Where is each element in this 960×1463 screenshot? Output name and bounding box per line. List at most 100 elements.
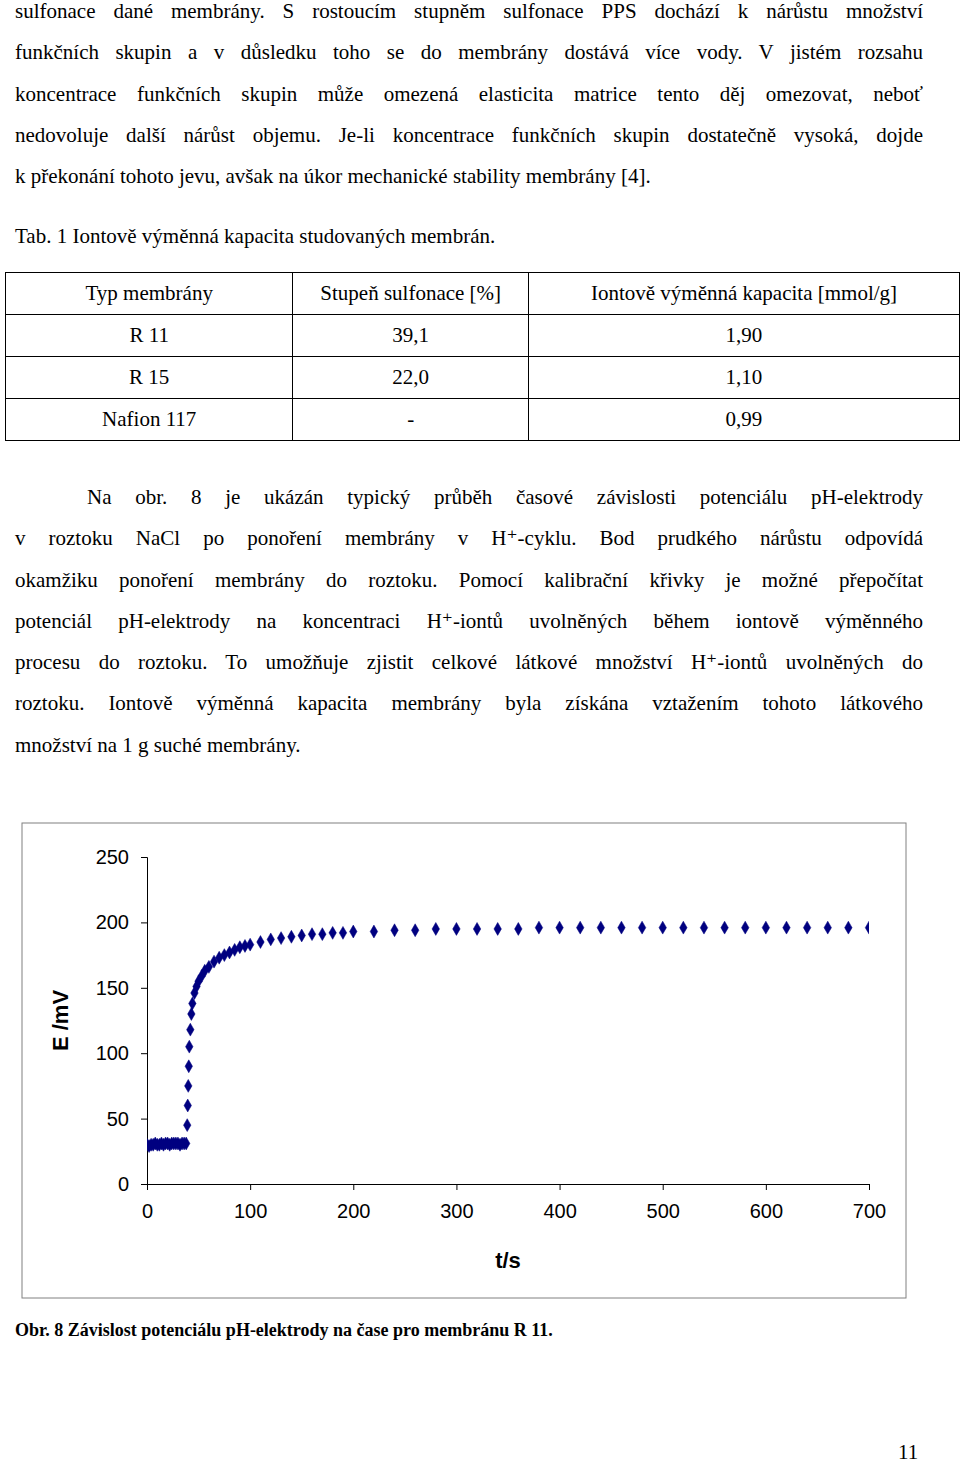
table-row: R 1139,11,90 xyxy=(6,315,960,357)
tick-mark xyxy=(141,1119,147,1120)
data-point xyxy=(411,924,418,937)
data-point xyxy=(453,922,460,935)
table-cell: - xyxy=(293,399,529,441)
tick-label: 200 xyxy=(96,911,129,933)
tick-mark xyxy=(663,1184,664,1190)
data-point xyxy=(184,1119,191,1132)
tick-mark xyxy=(141,988,147,989)
data-point xyxy=(597,921,604,934)
data-point xyxy=(267,933,274,946)
figure-caption: Obr. 8 Závislost potenciálu pH-elektrody… xyxy=(15,1320,553,1341)
data-point xyxy=(845,921,852,934)
tick-mark xyxy=(141,857,147,858)
paragraph: sulfonace dané membrány. S rostoucím stu… xyxy=(15,0,923,197)
data-point xyxy=(329,926,336,939)
x-axis-title: t/s xyxy=(495,1248,521,1273)
table-cell: R 15 xyxy=(6,357,293,399)
table-row: Nafion 117-0,99 xyxy=(6,399,960,441)
data-point xyxy=(803,921,810,934)
tick-label: 0 xyxy=(118,1173,129,1195)
tick-label: 600 xyxy=(750,1200,783,1222)
data-point xyxy=(638,921,645,934)
text-line: procesu do roztoku. To umožňuje zjistit … xyxy=(15,642,923,683)
tick-mark xyxy=(250,1184,251,1190)
tick: 200 xyxy=(96,911,147,933)
tick-label: 100 xyxy=(96,1042,129,1064)
text-line: funkčních skupin a v důsledku toho se do… xyxy=(15,32,923,73)
tick-mark xyxy=(456,1184,457,1190)
tick-label: 200 xyxy=(337,1200,370,1222)
data-point xyxy=(700,921,707,934)
tick: 400 xyxy=(543,1184,576,1222)
data-point xyxy=(680,921,687,934)
table-cell: 0,99 xyxy=(528,399,959,441)
tick-label: 300 xyxy=(440,1200,473,1222)
data-point xyxy=(185,1060,192,1073)
tick-label: 250 xyxy=(96,846,129,868)
data-point xyxy=(184,1099,191,1112)
data-point xyxy=(432,922,439,935)
tick: 150 xyxy=(96,977,147,999)
data-point xyxy=(659,921,666,934)
data-point xyxy=(188,1008,195,1021)
page-number: 11 xyxy=(898,1440,918,1463)
tick: 50 xyxy=(107,1108,147,1130)
data-point xyxy=(618,921,625,934)
tick-label: 150 xyxy=(96,977,129,999)
data-point xyxy=(556,921,563,934)
tick-label: 500 xyxy=(647,1200,680,1222)
tick: 200 xyxy=(337,1184,370,1222)
text-line: okamžiku ponoření membrány do roztoku. P… xyxy=(15,560,923,601)
tick-mark xyxy=(141,1053,147,1054)
data-point xyxy=(187,1023,194,1036)
axis-line xyxy=(141,858,148,1185)
tick-label: 0 xyxy=(142,1200,153,1222)
data-point xyxy=(391,924,398,937)
data-point xyxy=(339,926,346,939)
data-point xyxy=(298,929,305,942)
tick-label: 100 xyxy=(234,1200,267,1222)
y-axis: 0 50 100 150 200 250 xyxy=(96,846,148,1195)
data-point xyxy=(824,921,831,934)
table-cell: 1,10 xyxy=(528,357,959,399)
tick: 250 xyxy=(96,846,147,868)
text-line: roztoku. Iontově výměnná kapacita membrá… xyxy=(15,683,923,724)
data-point xyxy=(257,936,264,949)
tick: 300 xyxy=(440,1184,473,1222)
tick-mark xyxy=(141,922,147,923)
data-point xyxy=(182,1137,189,1150)
tick: 0 xyxy=(118,1173,147,1195)
table-header-cell: Iontově výměnná kapacita [mmol/g] xyxy=(528,273,959,315)
axis-line xyxy=(148,1185,870,1191)
data-point xyxy=(277,932,284,945)
data-point xyxy=(762,921,769,934)
data-point xyxy=(288,930,295,943)
data-point xyxy=(721,921,728,934)
chart: 0100200300400500600700050100150200250E /… xyxy=(0,800,960,1320)
tick: 100 xyxy=(234,1184,267,1222)
data-point xyxy=(473,922,480,935)
text-line: potenciál pH-elektrody na koncentraci H⁺… xyxy=(15,601,923,642)
tick-label: 700 xyxy=(853,1200,886,1222)
data-point xyxy=(742,921,749,934)
data-point xyxy=(494,922,501,935)
table-header-row: Typ membrányStupeň sulfonace [%]Iontově … xyxy=(6,273,960,315)
text-line: koncentrace funkčních skupin může omezen… xyxy=(15,74,923,115)
tick-label: 50 xyxy=(107,1108,129,1130)
chart-frame xyxy=(22,823,906,1298)
table-cell: 39,1 xyxy=(293,315,529,357)
text-line: sulfonace dané membrány. S rostoucím stu… xyxy=(15,0,923,32)
table-cell: Nafion 117 xyxy=(6,399,293,441)
data-point xyxy=(865,921,869,934)
tick: 100 xyxy=(96,1042,147,1064)
data-point xyxy=(535,921,542,934)
data-point xyxy=(576,921,583,934)
data-point xyxy=(515,922,522,935)
tick-mark xyxy=(141,1184,147,1185)
table-cell: 22,0 xyxy=(293,357,529,399)
tick-mark xyxy=(353,1184,354,1190)
table-cell: 1,90 xyxy=(528,315,959,357)
data-point xyxy=(246,938,253,951)
tick: 600 xyxy=(750,1184,783,1222)
table-caption: Tab. 1 Iontově výměnná kapacita studovan… xyxy=(15,224,495,249)
